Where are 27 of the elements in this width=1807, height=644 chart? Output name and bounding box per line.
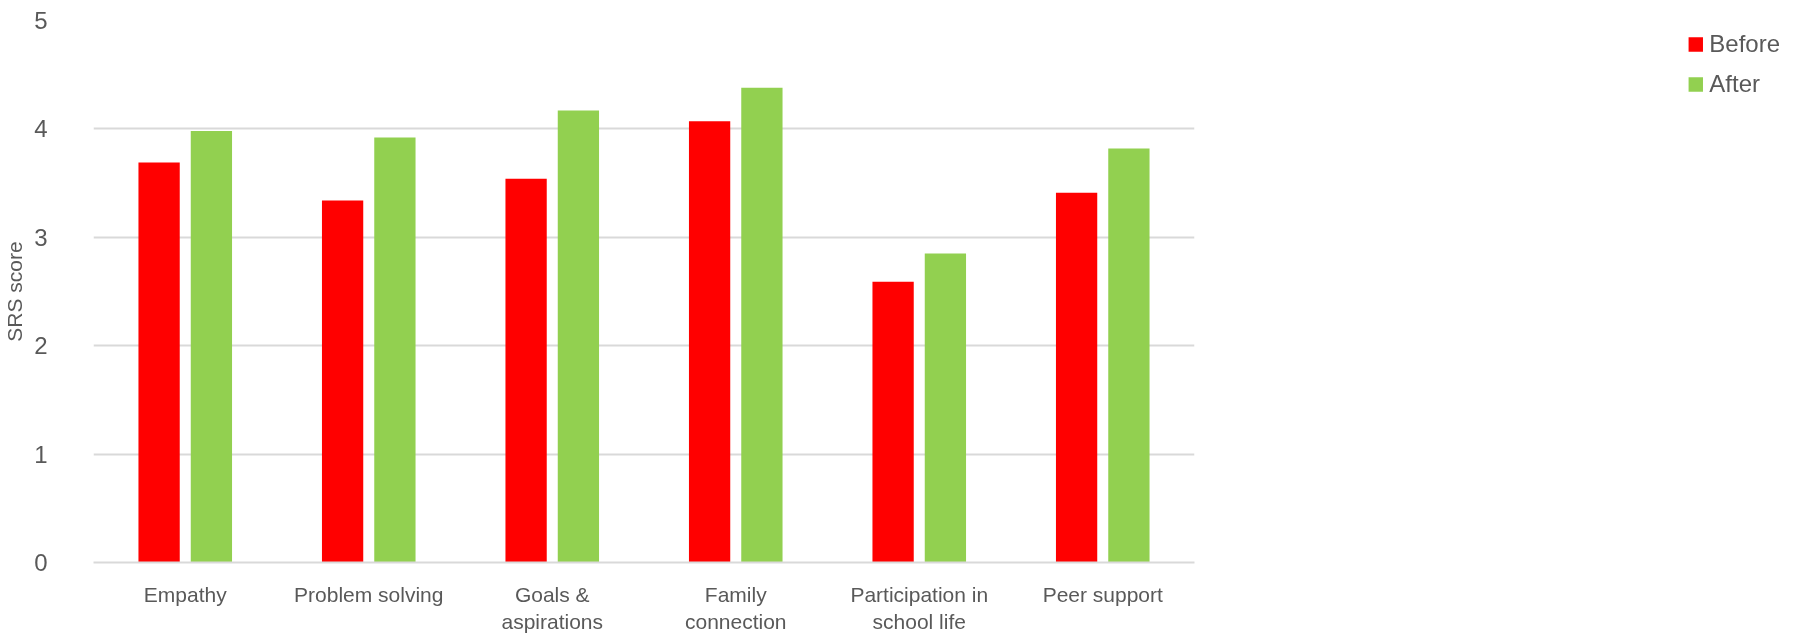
- legend-label: After: [1709, 70, 1760, 98]
- y-tick-label: 5: [34, 7, 48, 34]
- bar: [1108, 148, 1150, 563]
- y-axis-title: SRS score: [3, 241, 27, 342]
- bar: [505, 178, 547, 563]
- bar: [190, 131, 233, 563]
- bar: [872, 281, 914, 563]
- legend-label: Before: [1709, 30, 1780, 58]
- x-tick-label: Family connection: [684, 582, 787, 634]
- x-tick-label: Empathy: [143, 582, 228, 606]
- bar: [688, 121, 731, 563]
- bar: [138, 162, 180, 563]
- bar: [374, 137, 416, 563]
- bar: [321, 200, 364, 563]
- bar: [557, 110, 600, 563]
- y-tick-label: 1: [34, 440, 48, 468]
- bar: [924, 253, 967, 563]
- y-tick-label: 0: [34, 549, 48, 576]
- x-tick-label: Peer support: [1042, 582, 1164, 606]
- x-tick-label: Goals & aspirations: [501, 582, 604, 634]
- y-tick-label: 2: [34, 332, 48, 360]
- y-tick-label: 3: [34, 223, 48, 251]
- bar: [741, 87, 783, 563]
- x-tick-label: Participation in school life: [850, 582, 989, 634]
- x-tick-label: Problem solving: [294, 582, 444, 606]
- bar: [1055, 192, 1098, 563]
- y-tick-label: 4: [34, 115, 48, 143]
